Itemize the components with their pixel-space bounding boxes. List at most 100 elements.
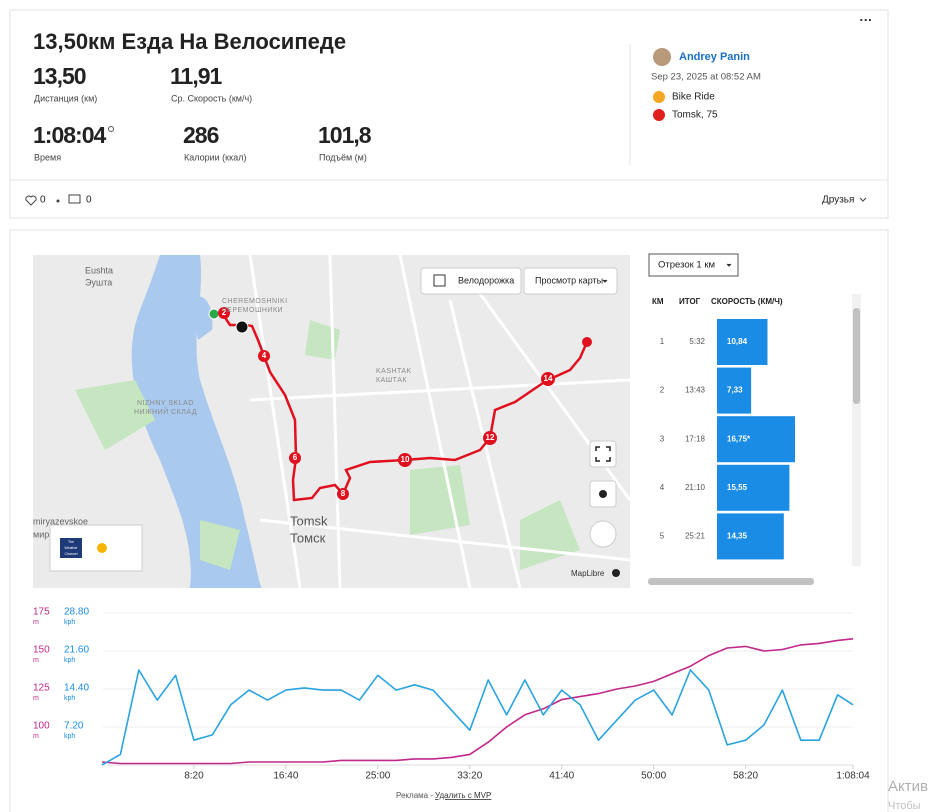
sun-icon: [97, 543, 107, 553]
y-tick-label: 125: [33, 683, 50, 694]
checkbox[interactable]: [433, 274, 446, 287]
elevation-line: [101, 638, 854, 765]
info-icon[interactable]: [108, 126, 114, 132]
x-tick-label: 50:00: [641, 771, 666, 782]
split-header: СКОРОСТЬ (КМ/Ч): [711, 297, 783, 306]
road: [248, 255, 630, 588]
km-marker: [258, 350, 270, 362]
x-tick-label: 33:20: [457, 771, 482, 782]
map-label: НИЖНИЙ СКЛАД: [134, 407, 197, 416]
end-marker: [235, 320, 249, 334]
stat-label: Калории (ккал): [184, 152, 247, 162]
remove-ads-link[interactable]: Удалить с MVP: [435, 791, 491, 800]
stat-label: Ср. Скорость (км/ч): [171, 93, 252, 103]
attribution[interactable]: MapLibre: [571, 569, 605, 578]
km-marker: [289, 452, 301, 464]
h-scroll-thumb[interactable]: [648, 578, 814, 585]
map-view-button[interactable]: [523, 267, 618, 295]
split-header: ИТОГ: [679, 297, 701, 306]
split-speed: 14,35: [727, 532, 748, 541]
km-marker: [398, 453, 412, 467]
y-unit: m: [33, 733, 39, 740]
split-speed: 7,33: [727, 386, 743, 395]
location-icon: [653, 109, 665, 121]
pin: [582, 337, 592, 347]
map-label: NIZHNY SKLAD: [137, 400, 194, 407]
x-tick-label: 16:40: [273, 771, 298, 782]
split-selector[interactable]: [648, 253, 739, 277]
visibility[interactable]: Друзья: [822, 195, 854, 206]
layer-label: Велодорожка: [458, 275, 514, 285]
map[interactable]: 2 4 6 8 10 12 14 Eushta Эушта CHEREMOSHN…: [33, 255, 630, 588]
weather-logo-text: The: [68, 540, 74, 544]
ad-label: Реклама -: [396, 791, 433, 800]
split-speed: 10,84: [727, 337, 748, 346]
avatar[interactable]: [653, 48, 671, 66]
y2-unit: kph: [64, 619, 75, 626]
split-speed: 15,55: [727, 483, 748, 492]
info-icon[interactable]: [612, 569, 620, 577]
km-marker-label: 4: [262, 351, 267, 360]
start-marker: [208, 308, 220, 320]
y2-tick-label: 7.20: [64, 721, 84, 732]
sport: Bike Ride: [672, 92, 715, 103]
stat-label: Подъём (м): [319, 152, 367, 162]
weather-logo: [60, 538, 82, 558]
split-total: 5:32: [689, 337, 705, 346]
map-label: мир: [33, 529, 49, 539]
km-marker: [541, 372, 555, 386]
y-tick-label: 100: [33, 721, 50, 732]
y-tick-label: 175: [33, 607, 50, 618]
split-speed: 16,75*: [727, 434, 751, 443]
scrollbar[interactable]: [852, 294, 861, 566]
scroll-thumb[interactable]: [853, 308, 860, 404]
pan-button[interactable]: [589, 520, 617, 548]
weather-logo-text: Channel: [64, 552, 77, 556]
fullscreen-button[interactable]: [589, 440, 617, 468]
icon: [595, 446, 611, 462]
map-label: miryazevskoe: [33, 516, 88, 526]
y-unit: m: [33, 657, 39, 664]
watermark: Актив: [888, 778, 928, 795]
location: Tomsk, 75: [672, 110, 718, 121]
layer-toggle[interactable]: [420, 267, 522, 295]
km-markers: 2 4 6 8 10 12 14: [218, 307, 555, 500]
y2-unit: kph: [64, 695, 75, 702]
split-bar: [717, 513, 784, 560]
river: [131, 255, 262, 588]
y2-unit: kph: [64, 657, 75, 664]
river: [190, 296, 213, 340]
km-marker-label: 8: [341, 489, 346, 498]
y2-tick-label: 14.40: [64, 683, 89, 694]
comment-count: 0: [86, 195, 92, 206]
split-bar: [717, 416, 795, 463]
split-rows: 1 5:32 10,84 2 13:43 7,33 3 17:18 16,75* 4 21:10 15…: [660, 319, 795, 560]
kudos-icon[interactable]: [25, 195, 37, 206]
stat-value: 1:08:04: [33, 122, 106, 148]
split-km: 1: [660, 337, 665, 346]
split-km: 3: [660, 434, 665, 443]
split-total: 21:10: [685, 483, 706, 492]
map-label: KASHTAK: [376, 368, 412, 375]
split-km: 4: [660, 483, 665, 492]
km-marker-label: 14: [544, 374, 553, 383]
watermark: Чтобы: [888, 800, 921, 812]
split-km: 5: [660, 532, 665, 541]
y2-tick-label: 28.80: [64, 607, 89, 618]
stat-value: 13,50: [33, 63, 86, 89]
split-total: 13:43: [685, 386, 706, 395]
y-tick-label: 150: [33, 645, 50, 656]
x-tick-label: 8:20: [184, 771, 204, 782]
split-bar: [717, 464, 790, 511]
map-label: КАШТАК: [376, 377, 407, 384]
stat-label: Дистанция (км): [34, 93, 97, 103]
athlete-name[interactable]: Andrey Panin: [679, 51, 750, 63]
weather-logo-text: Weather: [64, 546, 78, 550]
comment-icon[interactable]: [68, 194, 81, 204]
split-km: 2: [660, 386, 665, 395]
icon: [599, 490, 607, 498]
menu[interactable]: ···: [860, 12, 873, 27]
km-marker: [218, 307, 230, 319]
